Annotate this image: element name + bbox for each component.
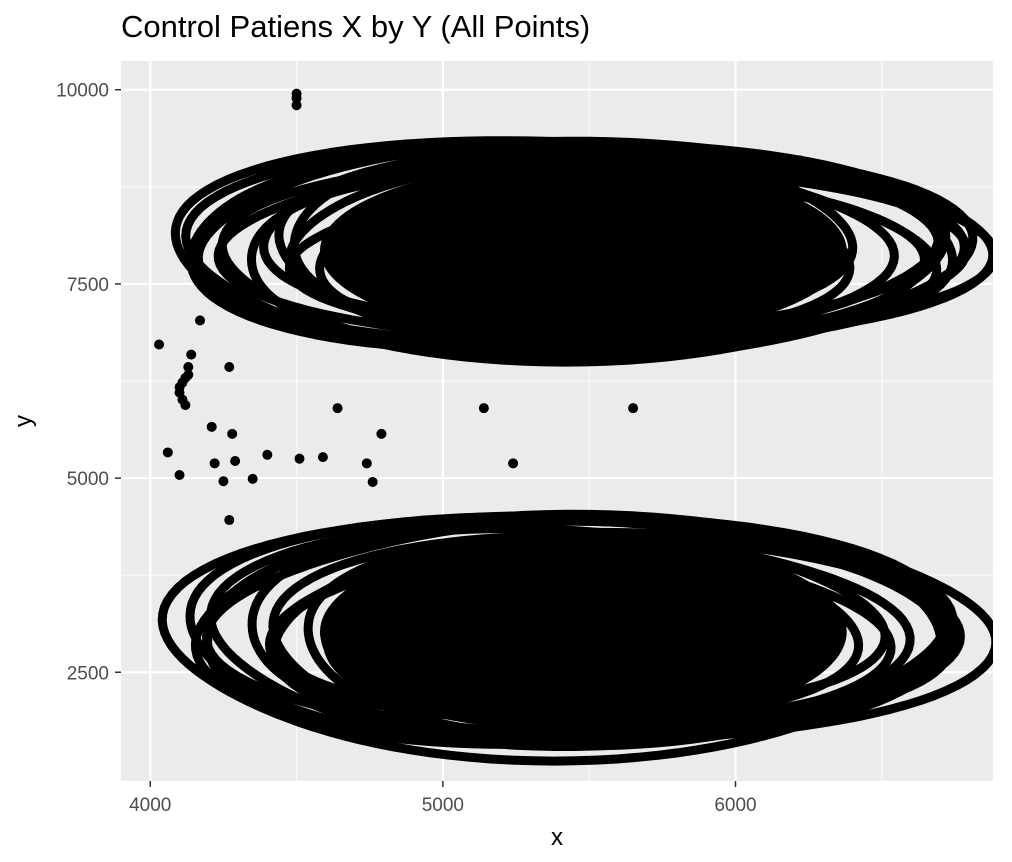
x-tick-label: 4000: [129, 795, 171, 816]
data-point: [195, 315, 206, 326]
data-point: [367, 476, 378, 487]
cluster-core: [319, 161, 847, 340]
y-tick-label: 2500: [67, 663, 109, 684]
data-point: [180, 400, 191, 411]
trajectory-loop: [321, 533, 890, 714]
data-point: [206, 421, 217, 432]
y-tick-label: 10000: [56, 81, 109, 102]
trajectory-loops: [157, 136, 993, 766]
data-point: [794, 155, 805, 166]
data-point: [376, 428, 387, 439]
data-point: [294, 453, 305, 464]
x-tick-label: 5000: [422, 795, 464, 816]
data-point: [247, 473, 258, 484]
data-point: [218, 476, 229, 487]
chart-title: Control Patiens X by Y (All Points): [121, 9, 590, 44]
data-point: [628, 403, 639, 414]
x-tick-label: 6000: [714, 795, 756, 816]
data-point: [224, 515, 235, 526]
y-axis: 2500 5000 7500 10000: [56, 81, 121, 684]
data-point: [174, 469, 185, 480]
data-point: [753, 156, 764, 167]
trajectory-loop: [202, 513, 946, 741]
scatter-points: [154, 88, 805, 526]
data-point: [478, 403, 489, 414]
data-point: [332, 403, 343, 414]
y-axis-title: y: [10, 415, 37, 427]
data-point: [230, 456, 241, 466]
data-point: [361, 458, 372, 469]
trajectory-loop: [315, 169, 855, 342]
data-point: [777, 156, 788, 167]
y-tick-label: 7500: [67, 275, 109, 296]
trajectory-loop: [284, 175, 942, 341]
x-axis-title: x: [551, 824, 563, 851]
trajectory-loop: [217, 158, 969, 363]
data-point: [183, 362, 194, 373]
x-axis: 4000 5000 6000: [129, 781, 757, 816]
data-point: [317, 452, 328, 463]
data-point: [227, 428, 238, 439]
data-point: [291, 93, 302, 104]
data-point: [262, 449, 273, 460]
y-tick-label: 5000: [67, 469, 109, 490]
data-point: [162, 447, 173, 458]
data-point: [186, 349, 197, 360]
data-point: [209, 458, 220, 469]
data-point: [154, 339, 165, 350]
data-point: [291, 100, 302, 111]
cluster-core: [319, 534, 847, 729]
data-point: [224, 362, 235, 373]
trajectory-loop: [269, 532, 956, 728]
data-point: [508, 458, 519, 469]
